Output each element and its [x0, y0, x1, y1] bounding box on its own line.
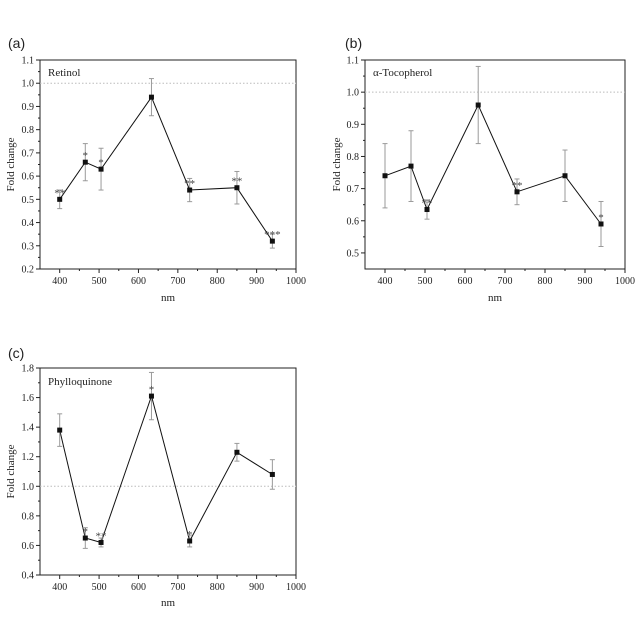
- panel-c-frame: [40, 368, 296, 575]
- panel-a: (a) Retinol nm Fold change 400 500 600 700 8…: [5, 35, 306, 304]
- panel-a-significance-mark: *: [98, 157, 104, 169]
- panel-a-x-axis-title: nm: [161, 292, 176, 304]
- panel-a-significance-mark: *: [83, 150, 89, 162]
- panel-c-y-tick-label: 1.4: [22, 423, 35, 434]
- panel-a-data-point: [149, 95, 154, 100]
- panel-c-y-tick-label: 1.2: [22, 452, 35, 463]
- panel-a-x-tick-label: 900: [249, 276, 264, 287]
- panel-c-data-point: [234, 450, 239, 455]
- panel-c: (c) Phylloquinone nm Fold change 400 500 6…: [5, 345, 306, 609]
- panel-c-significance-mark: *: [187, 529, 193, 541]
- panel-c-x-tick-label: 700: [170, 582, 185, 593]
- panel-c-y-tick-label: 1.6: [22, 393, 35, 404]
- figure: (a) Retinol nm Fold change 400 500 600 700 8…: [0, 0, 640, 640]
- panel-c-plot: 400 500 600 700 800 900 1000 0.4 0.6 0.8 1.0 1.2 1.4…: [22, 364, 307, 594]
- panel-a-y-tick-label: 0.5: [22, 195, 35, 206]
- panel-c-significance-mark: *: [149, 384, 155, 396]
- panel-b-x-tick-label: 600: [458, 276, 473, 287]
- panel-c-x-tick-label: 800: [210, 582, 225, 593]
- panel-a-x-tick-label: 700: [170, 276, 185, 287]
- panel-a-significance-mark: **: [54, 187, 65, 199]
- panel-c-y-tick-label: 0.6: [22, 541, 35, 552]
- panel-b-x-tick-label: 900: [578, 276, 593, 287]
- panel-a-y-tick-label: 0.8: [22, 125, 35, 136]
- panel-b-frame: [365, 60, 625, 269]
- panel-c-significance-mark: *: [83, 526, 89, 538]
- panel-b-x-tick-label: 500: [418, 276, 433, 287]
- panel-b-significance-mark: *: [598, 212, 604, 224]
- panel-c-x-tick-label: 500: [92, 582, 107, 593]
- panel-a-y-tick-label: 0.7: [22, 148, 35, 159]
- panel-a-frame: [40, 60, 296, 269]
- panel-c-y-tick-label: 1.0: [22, 482, 35, 493]
- panel-c-x-tick-label: 900: [249, 582, 264, 593]
- panel-c-title: Phylloquinone: [48, 376, 112, 388]
- panel-b-y-tick-label: 1.1: [347, 56, 360, 67]
- panel-a-x-tick-label: 600: [131, 276, 146, 287]
- panel-b-series-line: [385, 105, 601, 224]
- panel-b-label: (b): [345, 35, 362, 51]
- panel-b-x-tick-label: 800: [538, 276, 553, 287]
- panel-b: (b) α-Tocopherol nm Fold change 400 500 60…: [331, 35, 635, 304]
- panel-a-title: Retinol: [48, 67, 80, 79]
- panel-c-data-point: [57, 428, 62, 433]
- panel-a-y-tick-label: 0.2: [22, 265, 35, 276]
- panel-c-y-tick-label: 0.8: [22, 511, 35, 522]
- panel-c-y-axis-title: Fold change: [5, 444, 17, 498]
- panel-c-data-point: [270, 472, 275, 477]
- panel-c-y-tick-label: 1.8: [22, 364, 35, 375]
- panel-c-x-tick-label: 1000: [286, 582, 306, 593]
- panel-c-x-tick-label: 400: [52, 582, 67, 593]
- panel-c-y-tick-label: 0.4: [22, 571, 35, 582]
- panel-b-y-tick-label: 0.5: [347, 248, 360, 259]
- panel-c-significance-mark: **: [96, 530, 107, 542]
- panel-a-x-tick-label: 400: [52, 276, 67, 287]
- panel-a-y-tick-label: 1.1: [22, 56, 35, 67]
- panel-b-y-tick-label: 0.7: [347, 184, 360, 195]
- panel-a-plot: 400 500 600 700 800 900 1000 0.2 0.3 0.4 0.5 0.6 0.7…: [22, 56, 307, 288]
- panel-b-y-axis-title: Fold change: [331, 137, 343, 191]
- panel-a-y-tick-label: 0.3: [22, 241, 35, 252]
- panel-a-y-tick-label: 0.6: [22, 172, 35, 183]
- panel-c-series-line: [60, 396, 273, 542]
- panel-a-significance-mark: **: [231, 176, 242, 188]
- panel-b-x-tick-label: 400: [378, 276, 393, 287]
- panel-a-series-line: [60, 97, 273, 241]
- panel-b-y-tick-label: 1.0: [347, 88, 360, 99]
- panel-c-x-axis-title: nm: [161, 597, 176, 609]
- panel-a-label: (a): [8, 35, 25, 51]
- panel-a-y-tick-label: 0.9: [22, 102, 35, 113]
- panel-c-x-tick-label: 600: [131, 582, 146, 593]
- panel-b-significance-mark: **: [512, 180, 523, 192]
- panel-b-title: α-Tocopherol: [373, 67, 432, 79]
- panel-a-y-tick-label: 0.4: [22, 218, 35, 229]
- panel-b-y-tick-label: 0.9: [347, 120, 360, 131]
- panel-b-data-point: [563, 173, 568, 178]
- panel-b-y-tick-label: 0.8: [347, 152, 360, 163]
- panel-b-data-point: [409, 164, 414, 169]
- panel-b-x-tick-label: 1000: [615, 276, 635, 287]
- panel-a-y-tick-label: 1.0: [22, 79, 35, 90]
- panel-a-x-tick-label: 1000: [286, 276, 306, 287]
- panel-a-x-tick-label: 800: [210, 276, 225, 287]
- panel-b-y-tick-label: 0.6: [347, 216, 360, 227]
- panel-c-label: (c): [8, 345, 24, 361]
- panel-b-data-point: [476, 103, 481, 108]
- panel-a-y-axis-title: Fold change: [5, 137, 17, 191]
- panel-b-plot: 400 500 600 700 800 900 1000 0.5 0.6 0.7 0.8 0.9 1.0…: [347, 56, 636, 288]
- panel-a-x-tick-label: 500: [92, 276, 107, 287]
- panel-b-x-axis-title: nm: [488, 292, 503, 304]
- panel-b-data-point: [383, 173, 388, 178]
- panel-b-x-tick-label: 700: [498, 276, 513, 287]
- panel-a-significance-mark: **: [184, 178, 195, 190]
- panel-a-significance-mark: ***: [264, 229, 281, 241]
- panel-b-significance-mark: **: [422, 198, 433, 210]
